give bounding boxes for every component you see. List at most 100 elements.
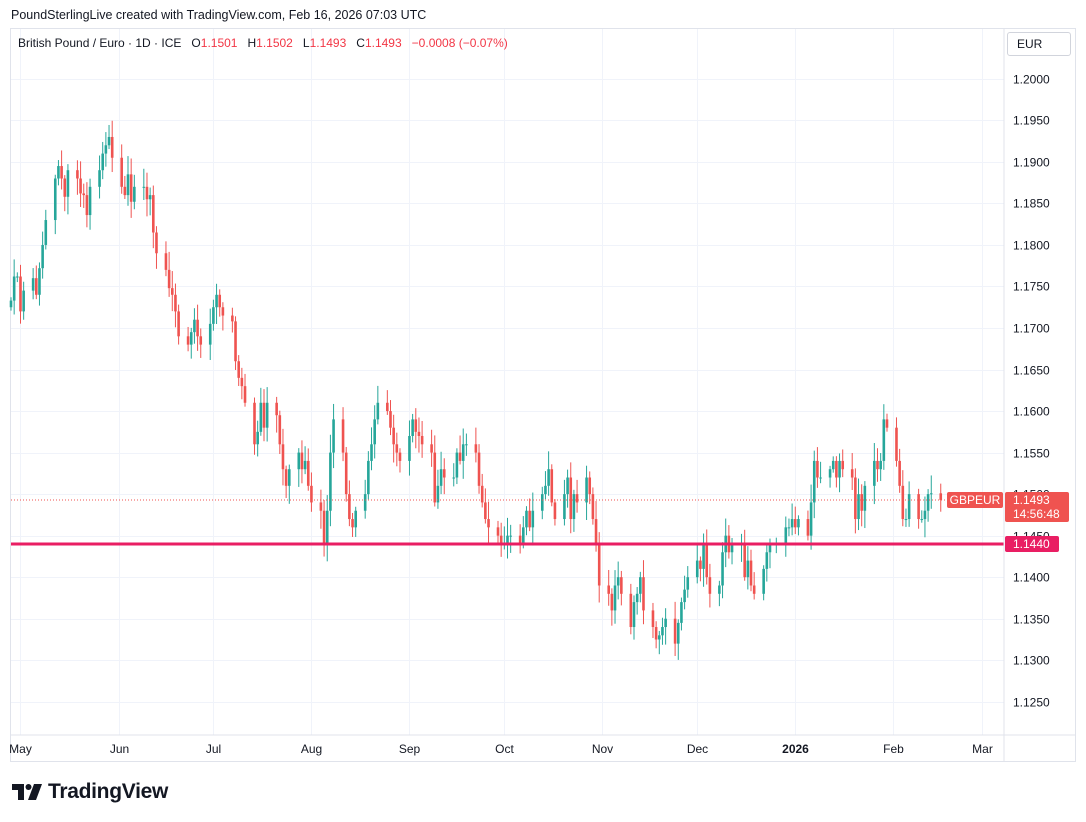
- candle: [740, 533, 743, 562]
- candle-body: [164, 253, 168, 270]
- candle-body: [572, 494, 576, 520]
- candle-body: [569, 477, 573, 520]
- candle-body: [234, 321, 237, 362]
- candle: [879, 453, 882, 481]
- candle-body: [442, 469, 446, 478]
- candle: [730, 537, 734, 565]
- candle: [186, 326, 190, 352]
- candle-body: [920, 519, 924, 521]
- candle-body: [926, 494, 930, 511]
- y-tick-label: 1.1750: [1013, 280, 1050, 294]
- candle: [240, 367, 244, 400]
- candle-body: [370, 444, 373, 461]
- close-label: C: [356, 36, 365, 50]
- candle: [164, 241, 168, 277]
- candle: [297, 448, 301, 487]
- candle: [189, 327, 193, 359]
- candle: [509, 524, 512, 553]
- candle: [458, 435, 462, 465]
- candle: [639, 571, 642, 603]
- candle: [79, 161, 82, 207]
- candle-body: [550, 469, 554, 503]
- candle: [306, 448, 310, 491]
- candle-body: [752, 585, 756, 594]
- candle-body: [768, 543, 772, 553]
- symbol-label: GBPEUR: [950, 493, 1001, 507]
- candle: [414, 408, 418, 449]
- candle-body: [148, 195, 152, 200]
- candle-body: [199, 336, 203, 345]
- candle: [680, 597, 683, 631]
- candle: [174, 283, 177, 328]
- candle: [790, 503, 794, 536]
- candle: [98, 155, 101, 199]
- candle-body: [332, 419, 335, 453]
- candle: [657, 630, 661, 655]
- candle: [563, 479, 566, 526]
- candle: [901, 470, 905, 527]
- candle: [193, 308, 196, 344]
- candle-body: [389, 411, 392, 428]
- candle: [920, 510, 924, 523]
- candle-body: [98, 170, 101, 187]
- candle: [939, 483, 943, 512]
- change-value: −0.0008 (−0.07%): [411, 36, 508, 50]
- x-tick-label: Feb: [883, 742, 904, 756]
- candle-body: [237, 361, 240, 378]
- candle-body: [411, 419, 414, 436]
- candle-body: [145, 186, 149, 200]
- candle-body: [762, 568, 765, 594]
- candle: [895, 417, 898, 467]
- candle-body: [53, 178, 57, 221]
- candle: [148, 187, 152, 216]
- candle-body: [699, 560, 702, 569]
- candle-body: [594, 519, 598, 544]
- candle: [540, 486, 544, 520]
- candle: [104, 132, 108, 167]
- candle: [929, 475, 933, 509]
- time-axis: May Jun Jul Aug Sep Oct Nov Dec 2026 Feb Mar: [9, 734, 1075, 756]
- candle: [455, 448, 459, 485]
- candle: [721, 542, 724, 599]
- candle-body: [126, 174, 130, 196]
- candle: [616, 561, 620, 600]
- x-tick-label: Dec: [687, 742, 708, 756]
- candle-body: [76, 170, 79, 179]
- candle-body: [376, 402, 380, 420]
- candle-body: [265, 402, 269, 428]
- candle: [120, 144, 123, 194]
- close-value: 1.1493: [364, 36, 402, 50]
- candle-body: [38, 268, 41, 295]
- candle: [142, 168, 146, 200]
- y-tick-label: 1.1600: [1013, 405, 1050, 419]
- candle-body: [60, 166, 63, 179]
- tradingview-logo[interactable]: TradingView: [12, 780, 168, 804]
- candle: [167, 251, 171, 297]
- candle-body: [259, 402, 263, 432]
- candle-body: [439, 469, 443, 486]
- candle: [300, 440, 304, 484]
- candle-body: [575, 494, 579, 503]
- candle: [465, 433, 468, 456]
- candle: [82, 183, 86, 208]
- chart-frame: [10, 28, 1076, 762]
- candle: [705, 529, 709, 585]
- candle: [398, 448, 402, 473]
- candle-body: [531, 510, 535, 528]
- candle: [553, 499, 557, 526]
- currency-button[interactable]: EUR: [1007, 32, 1071, 56]
- candle: [34, 265, 38, 300]
- candle-body: [695, 560, 699, 578]
- y-tick-label: 1.1950: [1013, 114, 1050, 128]
- candle-body: [876, 460, 879, 470]
- candle-body: [281, 444, 285, 470]
- candle-body: [525, 510, 528, 528]
- y-tick-label: 1.2000: [1013, 73, 1050, 87]
- candle: [531, 492, 535, 546]
- candle-body: [167, 269, 171, 289]
- x-tick-label: May: [9, 742, 32, 756]
- candle: [550, 464, 554, 507]
- candle-body: [319, 502, 323, 511]
- candle-body: [142, 186, 146, 188]
